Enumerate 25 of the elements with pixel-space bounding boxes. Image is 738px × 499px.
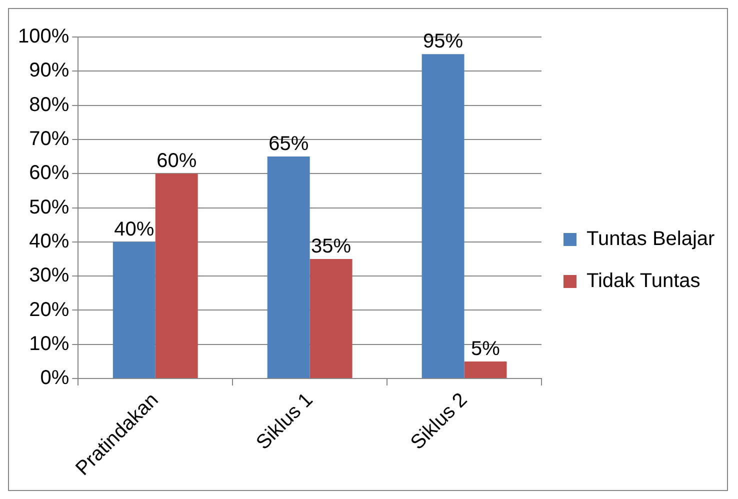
y-tick-label: 50%	[29, 196, 70, 218]
data-label: 60%	[156, 150, 197, 172]
y-tick-label: 0%	[40, 367, 70, 390]
bar	[267, 156, 310, 378]
data-label: 35%	[311, 236, 352, 258]
data-label: 95%	[423, 30, 464, 53]
y-tick-label: 100%	[18, 26, 70, 48]
bar	[155, 174, 198, 378]
y-tick-label: 60%	[29, 162, 70, 184]
y-tick-label: 20%	[29, 298, 70, 321]
bar	[310, 259, 352, 378]
y-tick-label: 10%	[29, 332, 70, 355]
bar	[112, 242, 156, 378]
y-tick-label: 90%	[29, 60, 70, 82]
legend-label: Tidak Tuntas	[586, 270, 700, 292]
y-tick-label: 30%	[29, 264, 70, 287]
legend-label: Tuntas Belajar	[586, 228, 716, 250]
data-label: 5%	[471, 338, 500, 360]
y-tick-label: 80%	[29, 94, 70, 116]
data-label: 40%	[114, 218, 154, 240]
bar	[464, 361, 507, 378]
data-label: 65%	[268, 133, 309, 156]
y-tick-label: 40%	[29, 230, 70, 252]
bar	[422, 54, 464, 378]
y-tick-label: 70%	[29, 128, 70, 150]
